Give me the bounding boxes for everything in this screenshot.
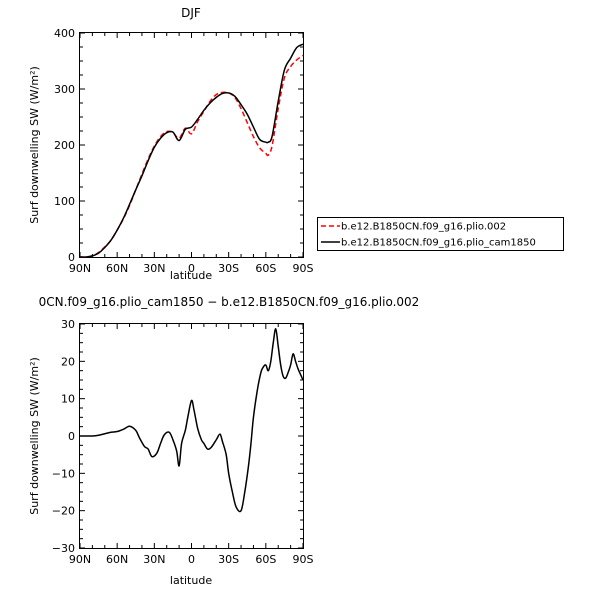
top-chart-y-tick-label: 200 xyxy=(54,139,75,152)
bottom-chart-x-tick-label: 90N xyxy=(69,553,91,566)
bottom-chart-y-tick-label: 20 xyxy=(61,355,75,368)
bottom-chart-x-axis-label: latitude xyxy=(170,574,212,587)
top-chart-x-tick-label: 90N xyxy=(69,262,91,275)
bottom-chart-y-axis-label: Surf downwelling SW (W/m²) xyxy=(28,357,41,515)
bottom-chart-ticks: 90N 60N 30N 0 30S 60S 90S −30 −20 −10 0 10 20 30 xyxy=(52,318,314,566)
bottom-chart-series-line-0 xyxy=(80,328,304,513)
bottom-chart-x-tick-label: 60S xyxy=(255,553,276,566)
bottom-chart-plot-frame xyxy=(79,323,304,549)
bottom-chart-y-tick-label: −30 xyxy=(52,542,75,555)
bottom-chart-y-tick-label: 10 xyxy=(61,393,75,406)
bottom-chart-x-tick-label: 30N xyxy=(143,553,165,566)
bottom-chart-x-tick-label: 30S xyxy=(218,553,239,566)
top-chart-y-tick-label: 400 xyxy=(54,27,75,40)
top-chart-y-tick-label: 100 xyxy=(54,195,75,208)
legend-label-plio-cam1850: b.e12.B1850CN.f09_g16.plio_cam1850 xyxy=(341,238,536,249)
top-chart-series-line-0 xyxy=(79,54,304,258)
bottom-chart-x-tick-label: 90S xyxy=(293,553,314,566)
top-chart-series xyxy=(79,43,304,258)
bottom-chart: 0CN.f09_g16.plio_cam1850 − b.e12.B1850CN… xyxy=(28,295,419,587)
legend: b.e12.B1850CN.f09_g16.plio.002 b.e12.B18… xyxy=(317,217,564,251)
legend-box xyxy=(317,217,564,251)
bottom-chart-y-tick-label: −10 xyxy=(52,467,75,480)
top-chart-x-tick-label: 30S xyxy=(218,262,239,275)
top-chart-y-tick-label: 0 xyxy=(68,251,75,264)
bottom-chart-y-tick-label: 30 xyxy=(61,318,75,331)
top-chart-x-tick-label: 90S xyxy=(293,262,314,275)
top-chart-x-tick-label: 30N xyxy=(143,262,165,275)
top-chart-ticks: 90N 60N 30N 0 30S 60S 90S 0 100 200 300 400 xyxy=(54,27,314,275)
top-chart-series-line-1 xyxy=(79,43,304,258)
bottom-chart-x-tick-label: 60N xyxy=(106,553,128,566)
bottom-chart-y-tick-label: −20 xyxy=(52,505,75,518)
bottom-chart-title: 0CN.f09_g16.plio_cam1850 − b.e12.B1850CN… xyxy=(39,295,420,309)
top-chart-x-tick-label: 60S xyxy=(255,262,276,275)
bottom-chart-series xyxy=(80,328,304,513)
top-chart-y-axis-label: Surf downwelling SW (W/m²) xyxy=(28,66,41,224)
top-chart-plot-frame xyxy=(79,32,304,258)
bottom-chart-y-tick-label: 0 xyxy=(68,430,75,443)
top-chart-title: DJF xyxy=(181,6,201,20)
top-chart-x-tick-label: 0 xyxy=(188,262,195,275)
top-chart: DJF 90N 60N 30N 0 30S 60S 90S 0 100 200 300 400 lat… xyxy=(28,6,564,282)
top-chart-x-tick-label: 60N xyxy=(106,262,128,275)
top-chart-x-axis-label: latitude xyxy=(170,269,212,282)
top-chart-y-tick-label: 300 xyxy=(54,83,75,96)
bottom-chart-x-tick-label: 0 xyxy=(188,553,195,566)
legend-label-plio-002: b.e12.B1850CN.f09_g16.plio.002 xyxy=(341,222,506,233)
